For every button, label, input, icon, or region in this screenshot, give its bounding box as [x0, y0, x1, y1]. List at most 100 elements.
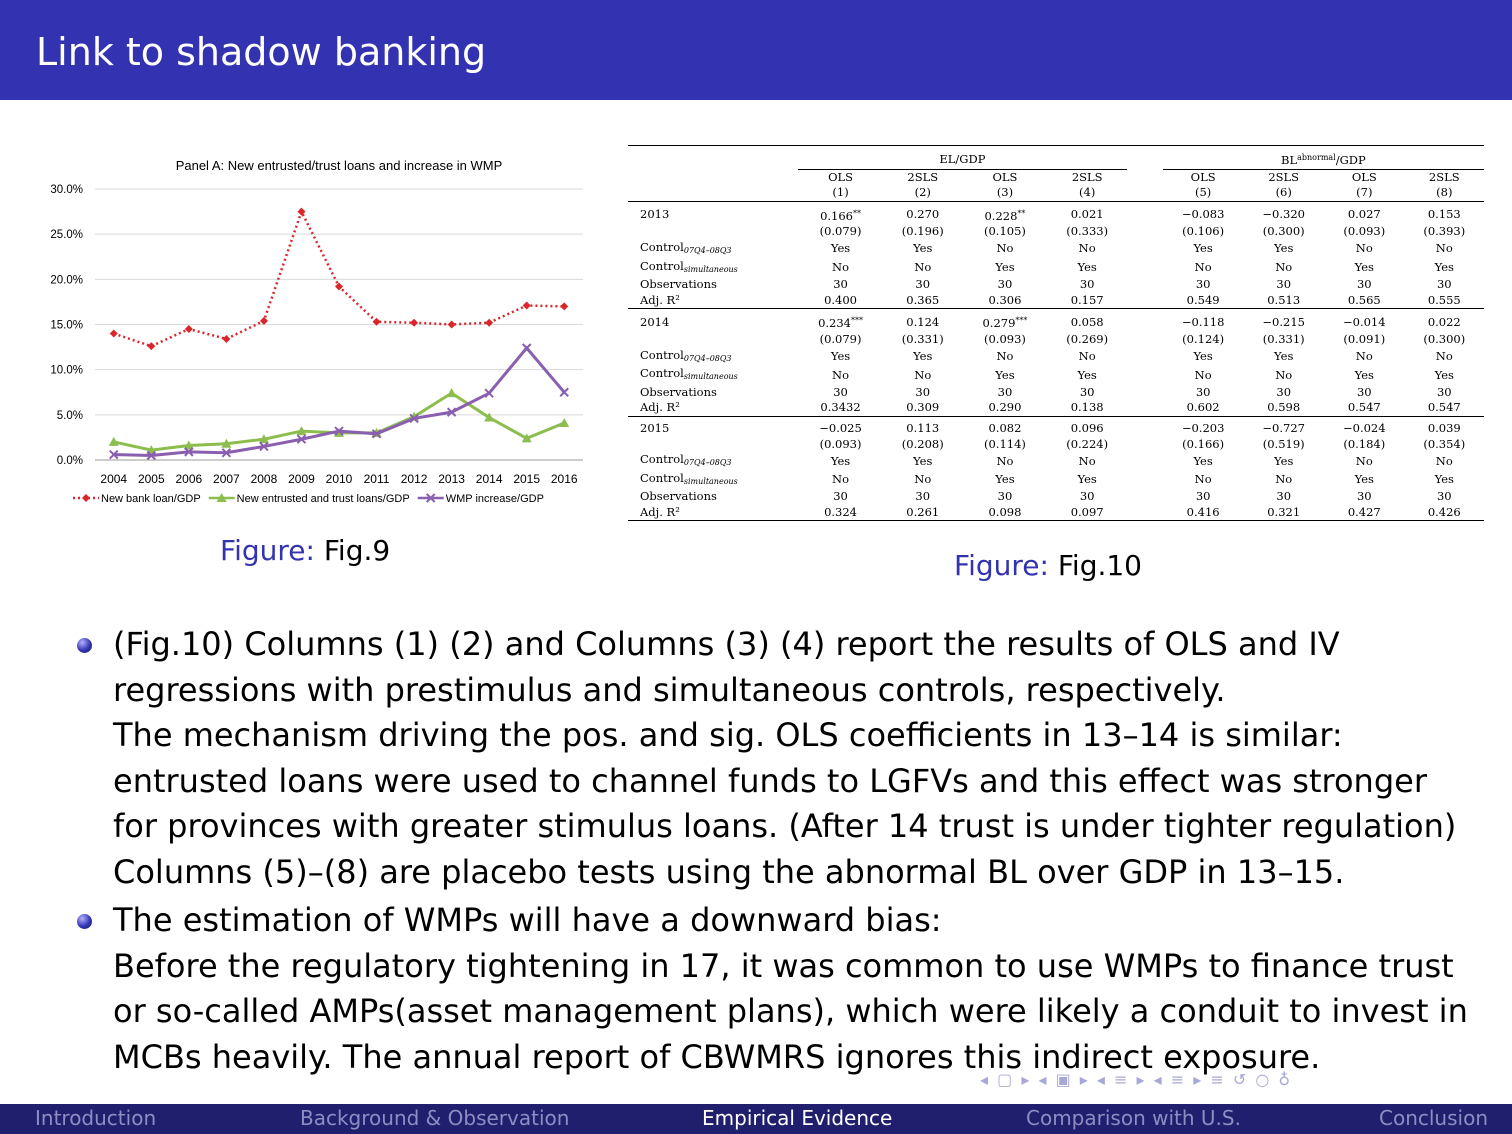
value-cell: Yes [830, 349, 851, 364]
table-spacer [780, 308, 798, 332]
coef-cell: 0.058 [1047, 308, 1127, 332]
coef-cell: −0.215 [1243, 308, 1324, 332]
data-point [485, 318, 494, 327]
coef-cell: 0.153 [1404, 200, 1484, 225]
data-point [221, 438, 232, 448]
row-label: Controlsimultaneous [640, 366, 738, 382]
value-cell: 0.365 [906, 292, 940, 307]
value-cell: 0.290 [988, 400, 1022, 415]
value-cell: (0.079) [819, 224, 862, 239]
row-label [628, 332, 780, 348]
value-cell: Yes [1354, 260, 1374, 275]
table-row: (0.079) (0.331) (0.093) (0.269) (0.124) (0.33… [628, 332, 1484, 348]
table-row: 2013 0.166** 0.270 0.228** 0.021 −0.083 −0.320… [628, 200, 1484, 225]
table-spacer [1144, 200, 1163, 225]
table-spacer [1145, 293, 1163, 309]
table-header-row: OLS 2SLS OLS 2SLS OLS 2SLS OLS 2SLS [628, 169, 1484, 185]
value-cell: Yes [830, 453, 851, 468]
legend-label: WMP increase/GDP [446, 493, 544, 505]
bullet-text: The mechanism driving the pos. and sig. … [113, 716, 1457, 845]
x-tick-label: 2009 [288, 472, 315, 486]
nav-search-icon[interactable]: ↺ ○ ♁ [1232, 1070, 1293, 1089]
value-cell: (0.333) [1066, 224, 1109, 239]
value-cell: Yes [830, 241, 851, 256]
value-cell: No [1078, 453, 1096, 468]
value-cell: No [1078, 349, 1096, 364]
data-point [410, 318, 419, 327]
value-cell: (0.114) [984, 436, 1026, 451]
value-cell: (0.300) [1262, 224, 1305, 239]
value-cell: No [996, 453, 1014, 468]
chart-title: Panel A: New entrusted/trust loans and i… [176, 158, 503, 173]
method-header: OLS [992, 169, 1018, 184]
value-cell: 0.157 [1070, 292, 1104, 307]
value-cell: No [914, 367, 932, 382]
fig9-caption: Figure: Fig.9 [220, 534, 390, 567]
row-label: Controlsimultaneous [640, 470, 738, 486]
value-cell: 0.426 [1404, 504, 1484, 522]
nav-doc-icon[interactable]: ◂ ≡ ▸ [1153, 1070, 1204, 1089]
table-spacer [1145, 400, 1163, 416]
value-cell: 30 [997, 489, 1013, 504]
table-spacer [780, 240, 798, 259]
footer-section-comparison[interactable]: Comparison with U.S. [1026, 1106, 1241, 1130]
table-spacer [1127, 293, 1145, 309]
x-tick-label: 2013 [438, 472, 465, 486]
value-cell: 0.098 [962, 504, 1048, 522]
nav-subsection-icon[interactable]: ◂ ▣ ▸ [1038, 1070, 1090, 1089]
y-tick-label: 5.0% [57, 410, 83, 422]
table-header-row: (1) (2) (3) (4) (5) (6) (7) (8) [628, 185, 1484, 201]
data-point [484, 388, 494, 398]
value-cell: 0.097 [1047, 504, 1127, 522]
nav-frame-icon[interactable]: ◂ ▢ ▸ [980, 1070, 1032, 1089]
data-point [258, 434, 269, 444]
value-cell: No [1194, 472, 1212, 487]
nav-section-icon[interactable]: ◂ ≡ ▸ [1096, 1070, 1147, 1089]
table-spacer [1127, 400, 1145, 416]
table-spacer [780, 415, 798, 437]
footer-section-introduction[interactable]: Introduction [35, 1106, 157, 1130]
x-tick-label: 2007 [213, 472, 240, 486]
footer-section-empirical[interactable]: Empirical Evidence [702, 1106, 893, 1130]
table-spacer [1145, 452, 1163, 471]
value-cell: No [1275, 472, 1293, 487]
group-header-bl: BLabnormal/GDP [1162, 145, 1484, 170]
legend-label: New entrusted and trust loans/GDP [237, 493, 410, 505]
value-cell: (0.091) [1343, 331, 1386, 346]
table-spacer [1145, 385, 1163, 401]
table-row: Adj. R² 0.400 0.365 0.306 0.157 0.549 0.513 0.5… [628, 293, 1484, 309]
row-label [628, 224, 780, 240]
row-label: Control07Q4–08Q3 [640, 452, 732, 468]
beamer-nav-controls[interactable]: ◂ ▢ ▸ ◂ ▣ ▸ ◂ ≡ ▸ ◂ ≡ ▸ ≡ ↺ ○ ♁ [980, 1070, 1292, 1089]
data-point [559, 387, 569, 397]
row-label: Control07Q4–08Q3 [640, 239, 732, 255]
value-cell: Yes [995, 367, 1015, 382]
x-tick-label: 2016 [551, 472, 578, 486]
value-cell: (0.079) [819, 331, 862, 346]
table-spacer [1126, 308, 1145, 332]
footer-section-background[interactable]: Background & Observation [300, 1106, 570, 1130]
x-tick-label: 2010 [326, 472, 353, 486]
data-point [560, 302, 569, 311]
value-cell: 0.324 [798, 504, 884, 522]
column-number: (1) [832, 185, 849, 200]
fig10-caption-label: Figure: [954, 549, 1049, 582]
value-cell: 0.555 [1427, 292, 1461, 307]
table-spacer [1127, 348, 1145, 367]
value-cell: Yes [1434, 367, 1454, 382]
value-cell: (0.093) [1343, 224, 1386, 239]
data-point [559, 417, 570, 427]
table-spacer [1145, 489, 1163, 505]
table-spacer [780, 366, 798, 385]
bullet-icon [77, 914, 92, 929]
data-point [222, 334, 231, 343]
nav-menu-icon[interactable]: ≡ [1210, 1070, 1226, 1089]
footer-section-conclusion[interactable]: Conclusion [1379, 1106, 1488, 1130]
legend-marker [82, 494, 90, 502]
value-cell: Yes [1193, 453, 1213, 468]
value-cell: 0.602 [1186, 400, 1220, 415]
data-point [184, 325, 193, 334]
value-cell: Yes [913, 349, 933, 364]
data-point [183, 440, 194, 450]
coef-cell: 0.021 [1047, 200, 1127, 225]
